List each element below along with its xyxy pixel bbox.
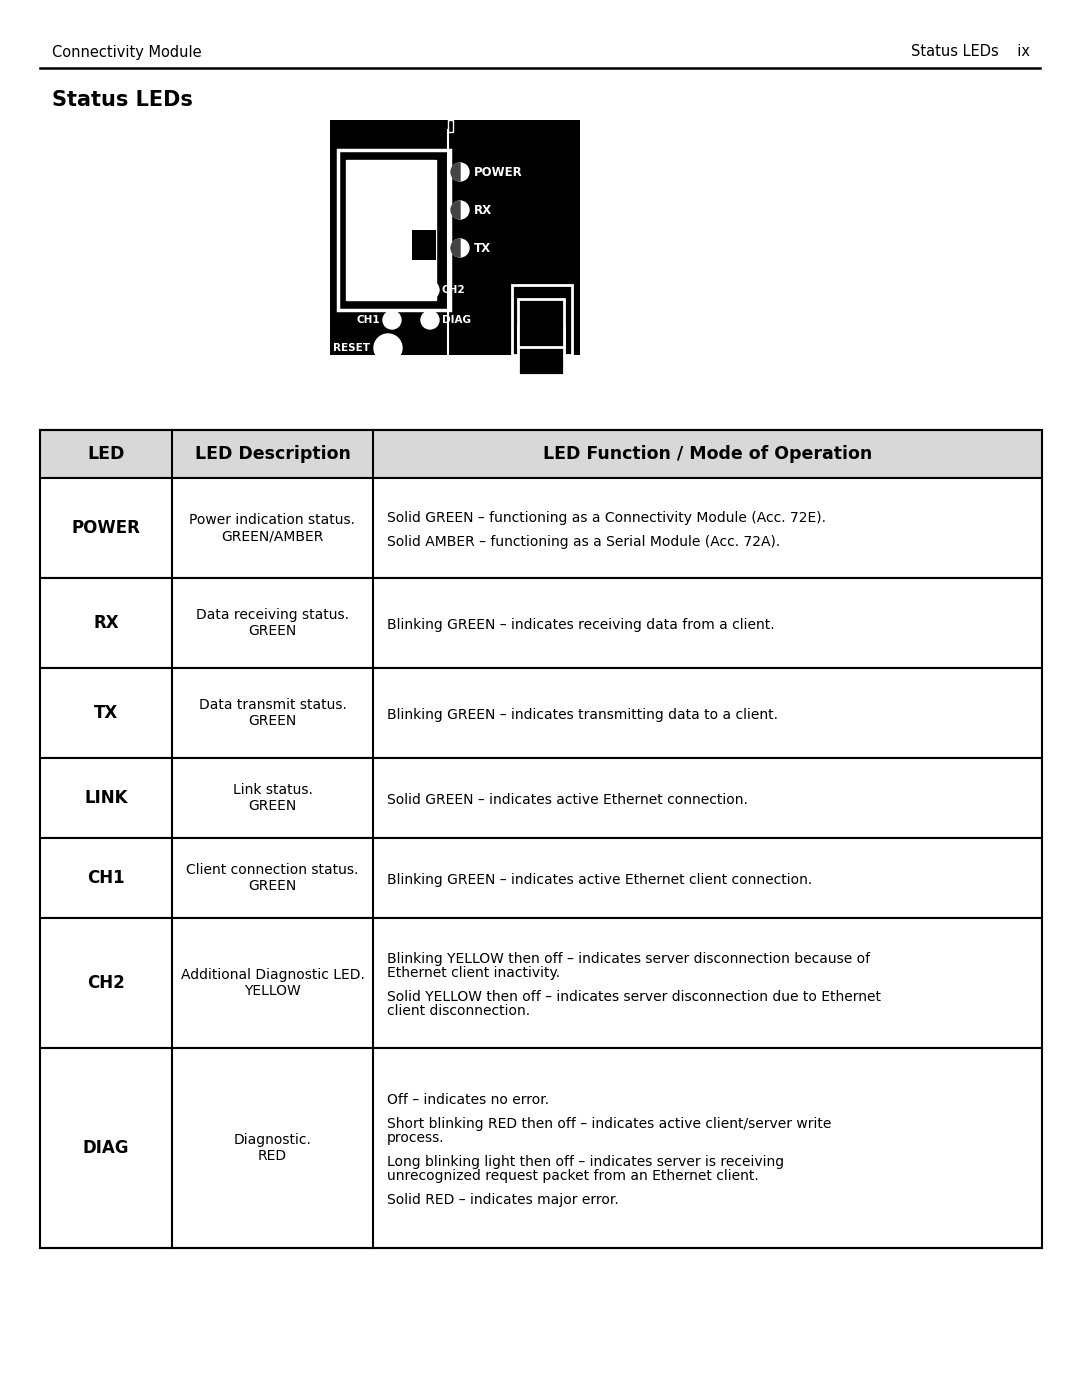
Text: Solid GREEN – indicates active Ethernet connection.: Solid GREEN – indicates active Ethernet … xyxy=(387,793,747,807)
Text: Connectivity Module: Connectivity Module xyxy=(52,45,202,60)
Text: RED: RED xyxy=(258,1148,287,1162)
FancyBboxPatch shape xyxy=(40,478,1042,578)
Text: unrecognized request packet from an Ethernet client.: unrecognized request packet from an Ethe… xyxy=(387,1169,758,1183)
Text: RESET: RESET xyxy=(333,344,370,353)
Circle shape xyxy=(421,281,438,299)
Text: TX: TX xyxy=(94,704,118,722)
FancyBboxPatch shape xyxy=(338,149,450,310)
Text: Off – indicates no error.: Off – indicates no error. xyxy=(387,1092,549,1106)
FancyBboxPatch shape xyxy=(40,668,1042,759)
Text: Blinking GREEN – indicates active Ethernet client connection.: Blinking GREEN – indicates active Ethern… xyxy=(387,873,812,887)
Text: Link status.: Link status. xyxy=(232,782,312,798)
Text: CH1: CH1 xyxy=(87,869,125,887)
Text: CH2: CH2 xyxy=(442,285,465,295)
Text: RX: RX xyxy=(474,204,492,217)
Text: Data receiving status.: Data receiving status. xyxy=(195,608,349,622)
Text: GREEN: GREEN xyxy=(248,624,297,638)
Text: DIAG: DIAG xyxy=(442,314,471,326)
FancyBboxPatch shape xyxy=(512,285,572,355)
FancyBboxPatch shape xyxy=(40,1048,1042,1248)
Text: GREEN: GREEN xyxy=(248,714,297,728)
Text: RX: RX xyxy=(93,615,119,631)
Text: Client connection status.: Client connection status. xyxy=(186,863,359,877)
Circle shape xyxy=(451,201,469,219)
Text: LINK: LINK xyxy=(84,789,127,807)
FancyBboxPatch shape xyxy=(40,838,1042,918)
FancyBboxPatch shape xyxy=(40,578,1042,668)
Text: Blinking GREEN – indicates receiving data from a client.: Blinking GREEN – indicates receiving dat… xyxy=(387,617,774,631)
Text: Power indication status.: Power indication status. xyxy=(189,513,355,527)
Text: process.: process. xyxy=(387,1132,444,1146)
Text: Solid GREEN – functioning as a Connectivity Module (Acc. 72E).: Solid GREEN – functioning as a Connectiv… xyxy=(387,511,826,525)
Text: Additional Diagnostic LED.: Additional Diagnostic LED. xyxy=(180,968,364,982)
Text: LED Description: LED Description xyxy=(194,446,350,462)
FancyBboxPatch shape xyxy=(448,120,453,131)
Circle shape xyxy=(421,312,438,330)
Text: POWER: POWER xyxy=(71,520,140,536)
Text: Solid YELLOW then off – indicates server disconnection due to Ethernet: Solid YELLOW then off – indicates server… xyxy=(387,990,880,1004)
Text: Short blinking RED then off – indicates active client/server write: Short blinking RED then off – indicates … xyxy=(387,1118,831,1132)
Text: Blinking YELLOW then off – indicates server disconnection because of: Blinking YELLOW then off – indicates ser… xyxy=(387,951,869,965)
Text: Diagnostic.: Diagnostic. xyxy=(233,1133,311,1147)
Circle shape xyxy=(451,239,469,257)
FancyBboxPatch shape xyxy=(411,231,436,260)
Text: Solid RED – indicates major error.: Solid RED – indicates major error. xyxy=(387,1193,619,1207)
Text: Status LEDs    ix: Status LEDs ix xyxy=(912,45,1030,60)
Text: Solid AMBER – functioning as a Serial Module (Acc. 72A).: Solid AMBER – functioning as a Serial Mo… xyxy=(387,535,780,549)
Text: GREEN: GREEN xyxy=(248,799,297,813)
Text: Data transmit status.: Data transmit status. xyxy=(199,698,347,712)
FancyBboxPatch shape xyxy=(518,299,564,346)
Circle shape xyxy=(383,312,401,330)
FancyBboxPatch shape xyxy=(518,327,564,374)
Text: LED Function / Mode of Operation: LED Function / Mode of Operation xyxy=(543,446,872,462)
Text: CH2: CH2 xyxy=(87,974,125,992)
Circle shape xyxy=(383,281,401,299)
Text: GREEN: GREEN xyxy=(248,879,297,893)
FancyBboxPatch shape xyxy=(40,759,1042,838)
Text: GREEN/AMBER: GREEN/AMBER xyxy=(221,529,324,543)
Text: DIAG: DIAG xyxy=(83,1139,130,1157)
FancyBboxPatch shape xyxy=(40,430,1042,478)
Text: YELLOW: YELLOW xyxy=(244,983,301,997)
Text: CH1: CH1 xyxy=(356,314,380,326)
FancyBboxPatch shape xyxy=(330,120,580,355)
Text: Long blinking light then off – indicates server is receiving: Long blinking light then off – indicates… xyxy=(387,1155,784,1169)
Text: LINK: LINK xyxy=(353,285,380,295)
Text: client disconnection.: client disconnection. xyxy=(387,1004,530,1018)
FancyBboxPatch shape xyxy=(40,918,1042,1048)
Wedge shape xyxy=(451,201,460,219)
Circle shape xyxy=(451,163,469,182)
Wedge shape xyxy=(451,163,460,182)
Text: Blinking GREEN – indicates transmitting data to a client.: Blinking GREEN – indicates transmitting … xyxy=(387,708,778,722)
Wedge shape xyxy=(451,239,460,257)
FancyBboxPatch shape xyxy=(346,161,436,300)
Text: Ethernet client inactivity.: Ethernet client inactivity. xyxy=(387,965,559,981)
Text: POWER: POWER xyxy=(474,165,523,179)
Text: TX: TX xyxy=(474,242,491,254)
Text: LED: LED xyxy=(87,446,125,462)
Text: Status LEDs: Status LEDs xyxy=(52,89,193,110)
Circle shape xyxy=(374,334,402,362)
